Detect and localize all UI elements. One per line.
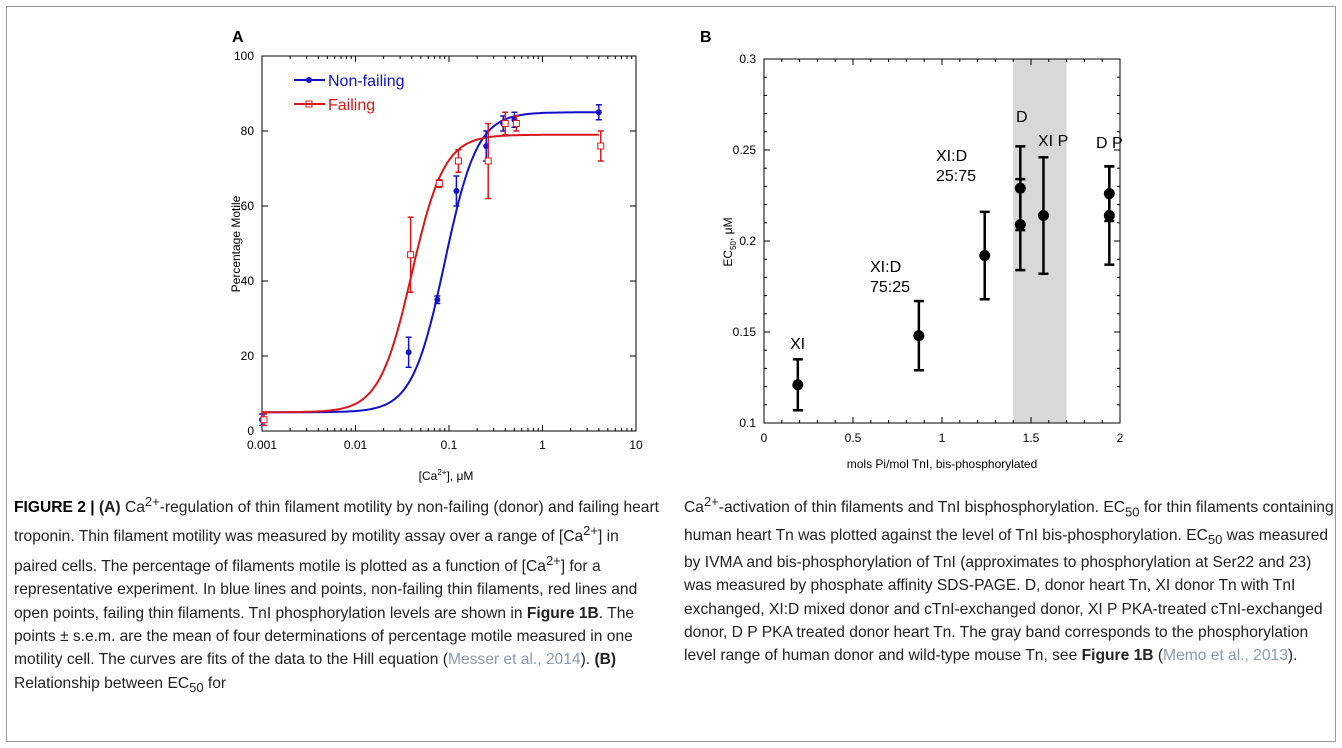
data-point-nonfailing [595, 109, 602, 116]
fit-curve-nonfailing [262, 111, 599, 414]
y-tick-label: 0 [247, 424, 254, 438]
data-point-failing [435, 180, 443, 187]
citation-link[interactable]: Memo et al., 2013 [1163, 647, 1288, 665]
y-tick-label: 0.1 [739, 416, 756, 430]
data-point [979, 250, 991, 262]
data-point [1103, 210, 1115, 222]
phosphorylation-range-band [1013, 59, 1067, 423]
data-point-failing [597, 142, 605, 150]
caption-text: . The points ± s.e.m. are the mean of fo… [14, 604, 635, 669]
caption-left: FIGURE 2 | (A) Ca2+-regulation of thin f… [14, 490, 664, 699]
data-point [913, 330, 925, 342]
panel-a-label: A [232, 29, 244, 46]
caption-figure-link[interactable]: Figure 1B [526, 604, 599, 622]
caption-a-label: (A) [98, 499, 121, 517]
annot-xid-75-line2: 75:25 [870, 279, 910, 296]
data-point [1037, 210, 1049, 222]
y-tick-label: 0.3 [739, 52, 756, 66]
y-tick-label: 40 [241, 274, 255, 288]
panel-b-xlabel: mols Pi/mol TnI, bis-phosphorylated [847, 457, 1038, 471]
x-tick-label: 1 [939, 431, 946, 445]
caption-text: for [203, 674, 227, 692]
panel-b-chart: B 0 0.5 1 1.5 2 0.1 0.15 0.2 0.25 0.3 XI XI:D 75:… [700, 29, 1124, 471]
caption-sub: 50 [189, 679, 204, 695]
annot-d: D [1016, 109, 1028, 126]
x-tick-label: 10 [629, 438, 643, 452]
data-point-failing [512, 120, 520, 127]
panel-a-ylabel: Percentage Motile [229, 195, 243, 292]
caption-text: Relationship between EC [14, 674, 190, 692]
caption-text: ] in paired cells. The percentage of fil… [14, 528, 619, 576]
data-point [792, 379, 804, 391]
caption-sub: 50 [1207, 531, 1223, 547]
annot-xi: XI [790, 336, 805, 353]
y-tick-label: 60 [241, 199, 255, 213]
panel-a-legend: Non-failing Failing [294, 73, 404, 114]
panel-b-ylabel: EC50, μM [721, 217, 738, 266]
legend-nonfailing: Non-failing [328, 73, 404, 90]
y-tick-label: 0.25 [733, 143, 757, 157]
legend-failing: Failing [328, 97, 375, 114]
caption-figure-label: FIGURE 2 | [14, 499, 99, 517]
panel-b-annotations: XI XI:D 75:25 XI:D 25:75 D XI P D P [790, 109, 1123, 353]
caption-sub: 50 [1125, 504, 1140, 520]
y-tick-label: 0.15 [733, 325, 757, 339]
caption-sup: 2+ [703, 494, 719, 509]
caption-text: for thin filaments containing human hear… [684, 499, 1334, 544]
data-point-nonfailing [453, 188, 460, 194]
caption-sup: 2+ [545, 552, 561, 568]
panel-a-xlabel: [Ca2+], μM [419, 468, 474, 483]
figure-frame [6, 6, 1336, 742]
caption-text: Ca [684, 499, 704, 517]
y-tick-label: 100 [234, 49, 254, 63]
y-tick-label: 20 [241, 349, 255, 363]
x-tick-label: 0.5 [845, 431, 862, 445]
y-tick-label: 0.2 [739, 234, 756, 248]
caption-sup: 2+ [583, 523, 598, 539]
caption-text: ). [1287, 647, 1298, 665]
y-tick-label: 80 [241, 124, 255, 138]
fit-curve-failing [262, 133, 599, 414]
panel-b-label: B [700, 29, 712, 46]
x-tick-label: 1.5 [1023, 431, 1040, 445]
annot-xi-p: XI P [1038, 133, 1068, 150]
caption-text: -activation of thin filaments and TnI bi… [718, 499, 1126, 517]
caption-text: was measured by IVMA and bis-phosphoryla… [684, 526, 1329, 665]
x-tick-label: 2 [1117, 431, 1124, 445]
data-point-failing [454, 157, 462, 165]
data-point-failing [501, 120, 509, 127]
caption-text: -regulation of thin filament motility by… [14, 499, 659, 546]
x-tick-label: 0.1 [441, 438, 458, 452]
caption-text: ). [580, 651, 595, 669]
x-tick-label: 0 [761, 431, 768, 445]
data-point-failing [260, 416, 268, 424]
annot-xid-25-line1: XI:D [936, 148, 967, 165]
annot-xid-75-line1: XI:D [870, 259, 901, 276]
caption-right: Ca2+-activation of thin filaments and Tn… [684, 490, 1334, 667]
data-point-failing [484, 157, 492, 165]
data-point [1014, 219, 1026, 231]
caption-text: ( [1153, 647, 1164, 665]
data-point-failing [407, 251, 415, 259]
x-tick-label: 0.01 [344, 438, 368, 452]
caption-text: ] for a representative experiment. In bl… [14, 558, 638, 622]
caption-b-label: (B) [594, 651, 617, 669]
annot-d-p: D P [1096, 135, 1123, 152]
caption-sup: 2+ [144, 494, 160, 509]
data-point-nonfailing [405, 349, 412, 356]
x-tick-label: 1 [539, 438, 546, 452]
x-tick-label: 0.001 [247, 438, 277, 452]
annot-xid-25-line2: 25:75 [936, 168, 976, 185]
caption-figure-link[interactable]: Figure 1B [1081, 647, 1154, 665]
citation-link[interactable]: Messer et al., 2014 [447, 651, 581, 669]
caption-text: Ca [120, 499, 145, 517]
data-point-nonfailing [434, 296, 441, 303]
